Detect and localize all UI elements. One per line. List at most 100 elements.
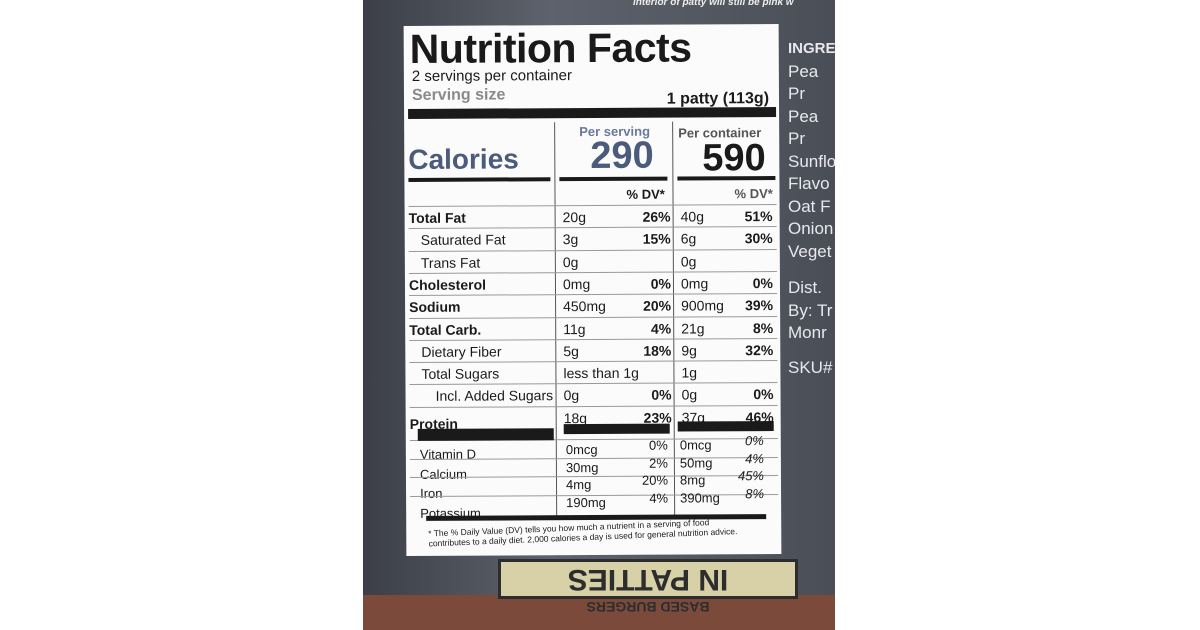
amount: 6g [680, 230, 697, 247]
amount: 0mcg [679, 437, 712, 453]
ingredient-text: Flavo [788, 174, 830, 193]
amount: 0g [681, 386, 698, 403]
daily-value: 0% [650, 275, 672, 292]
label-title: Nutrition Facts [409, 24, 692, 72]
vitamin-row: Potassium 190mg 4% 390mg 8% [410, 486, 779, 520]
daily-value: 2% [649, 455, 668, 471]
nutrient-row: Dietary Fiber 5g 18% 9g 32% [409, 337, 778, 363]
amount: 8mg [679, 472, 706, 488]
nutrient-name: Trans Fat [420, 254, 481, 271]
daily-value: 4% [649, 490, 669, 506]
dv-header: % DV* [734, 186, 773, 202]
package-text: interior of patty will still be pink w [633, 0, 794, 8]
daily-value: 0% [744, 433, 764, 449]
rule [559, 176, 668, 182]
amount: 3g [562, 231, 579, 248]
amount: 0mcg [565, 441, 598, 458]
nutrient-row: Incl. Added Sugars 0g 0% 0g 0% [409, 382, 778, 408]
amount: 1g [681, 364, 698, 381]
calories-serving: 290 [590, 134, 654, 178]
nutrient-row: Total Fat 20g 26% 40g 51% [408, 204, 777, 229]
daily-value: 45% [737, 468, 765, 484]
amount: 40g [680, 208, 705, 225]
daily-value: 26% [642, 208, 671, 225]
daily-value: 51% [744, 208, 773, 225]
ingredient-text: Dist. [788, 278, 822, 297]
nutrient-name: Sodium [409, 298, 461, 316]
ingredient-text: SKU# [788, 357, 833, 377]
ingredient-text: Pea Pr [788, 106, 819, 149]
nutrient-row: Total Carb. 11g 4% 21g 8% [409, 315, 778, 341]
nutrient-name: Dietary Fiber [421, 343, 502, 360]
serving-size: 1 patty (113g) [666, 90, 770, 108]
ingredient-text: Onion [788, 219, 834, 238]
daily-value: 0% [651, 386, 672, 404]
ingredient-text: By: Tr [788, 300, 833, 320]
ingredients: INGRE Pea Pr Pea Pr Sunflo Flavo Oat F Onion Ve… [788, 38, 835, 379]
vitamin-row: Calcium 30mg 2% 50mg 4% [409, 451, 778, 481]
amount: 450mg [563, 298, 606, 315]
daily-value: 18% [643, 342, 672, 359]
amount: 9g [681, 342, 697, 359]
amount: 390mg [680, 489, 720, 506]
nutrition-label: Nutrition Facts 2 servings per container… [403, 24, 782, 556]
rule [677, 421, 774, 432]
daily-value: 8% [745, 485, 765, 501]
daily-value: 0% [753, 386, 774, 403]
rule [677, 176, 776, 181]
ingredient-text: INGRE [788, 40, 835, 57]
daily-value: 39% [745, 297, 774, 314]
rule [408, 177, 551, 182]
ingredient-text: Oat F [788, 196, 831, 216]
package-bottom: BASED BURGERS IN PATTIES [458, 555, 835, 615]
nutrient-name: Incl. Added Sugars [435, 387, 554, 405]
ingredient-text: Sunflo [788, 151, 835, 171]
rule [563, 423, 670, 435]
vitamin-row: Vitamin D 0mcg 0% 0mcg 0% [409, 433, 778, 462]
amount: 5g [563, 342, 579, 359]
ingredient-text: Monr [788, 323, 827, 342]
amount: 900mg [681, 297, 724, 314]
ingredient-text: Pea Pr [788, 61, 819, 104]
daily-value: 30% [744, 230, 773, 247]
servings: 2 servings per container [411, 67, 573, 85]
amount: 0g [562, 253, 579, 270]
amount: less than 1g [563, 364, 639, 382]
nutrient-name: Total Sugars [421, 365, 500, 382]
calories-label: Calories [408, 143, 519, 175]
amount: 21g [681, 319, 705, 337]
daily-value: 4% [650, 320, 672, 337]
nutrient-name: Saturated Fat [420, 231, 506, 249]
rule [408, 107, 777, 119]
amount: 0mg [680, 275, 709, 292]
daily-value: 32% [745, 341, 774, 358]
background [363, 595, 835, 630]
vitamin-row: Iron 4mg 20% 8mg 45% [409, 468, 779, 501]
package: interior of patty will still be pink w N… [363, 0, 835, 630]
nutrient-row: Sodium 450mg 20% 900mg 39% [409, 293, 778, 319]
amount: 190mg [566, 494, 606, 510]
amount: 30mg [565, 459, 599, 475]
package-text: BASED BURGERS [586, 599, 710, 615]
ingredient-text: Veget [788, 241, 832, 261]
amount: 20g [562, 209, 587, 226]
amount: 0mg [562, 275, 591, 293]
daily-value: 0% [752, 274, 774, 292]
serving-size-label: Serving size [411, 86, 506, 104]
amount: 4mg [565, 477, 592, 493]
daily-value: 20% [643, 297, 672, 314]
daily-value: 20% [641, 472, 669, 488]
nutrient-name: Cholesterol [408, 276, 487, 293]
nutrient-row: Total Sugars less than 1g 1g [409, 360, 778, 386]
amount: 0g [680, 253, 697, 270]
daily-value: 0% [648, 437, 668, 453]
daily-value: 8% [752, 319, 774, 336]
daily-value: 4% [745, 450, 764, 466]
calories-container: 590 [702, 137, 766, 180]
nutrient-row: Trans Fat 0g 0g [408, 248, 777, 274]
daily-value: 15% [642, 230, 671, 248]
nutrient-name: Total Carb. [409, 321, 482, 338]
dv-header: % DV* [626, 186, 665, 202]
package-text: IN PATTIES [498, 559, 798, 599]
